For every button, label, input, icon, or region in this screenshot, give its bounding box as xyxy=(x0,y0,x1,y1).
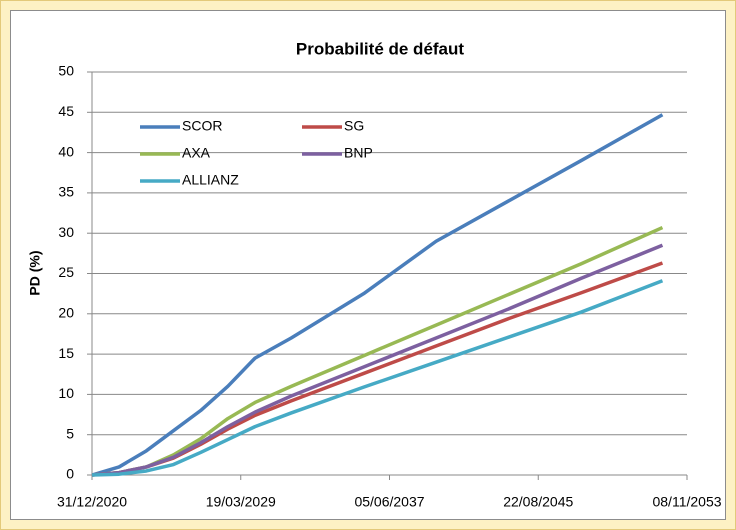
y-tick-label: 15 xyxy=(58,345,74,361)
y-tick-label: 5 xyxy=(66,425,74,441)
legend-label: SCOR xyxy=(182,118,222,134)
series-line xyxy=(91,113,664,477)
legend-label: SG xyxy=(344,118,364,134)
chart-title: Probabilité de défaut xyxy=(296,39,464,58)
y-tick-label: 45 xyxy=(58,103,74,119)
y-tick-label: 50 xyxy=(58,63,74,79)
y-tick-label: 20 xyxy=(58,305,74,321)
y-tick-label: 25 xyxy=(58,264,74,280)
series-line xyxy=(91,243,664,477)
y-tick-label: 30 xyxy=(58,224,74,240)
legend-label: BNP xyxy=(344,145,373,161)
x-tick-label: 05/06/2037 xyxy=(354,494,424,510)
legend-label: AXA xyxy=(182,145,211,161)
y-axis-label: PD (%) xyxy=(27,250,43,295)
x-tick-label: 31/12/2020 xyxy=(57,494,127,510)
x-tick-label: 22/08/2045 xyxy=(503,494,573,510)
series-line xyxy=(91,279,664,477)
x-tick-label: 08/11/2053 xyxy=(652,494,721,510)
x-tick-label: 19/03/2029 xyxy=(206,494,276,510)
y-tick-label: 10 xyxy=(58,385,74,401)
y-tick-label: 0 xyxy=(66,466,74,482)
y-tick-label: 35 xyxy=(58,184,74,200)
y-tick-label: 40 xyxy=(58,143,74,159)
legend-label: ALLIANZ xyxy=(182,172,239,188)
